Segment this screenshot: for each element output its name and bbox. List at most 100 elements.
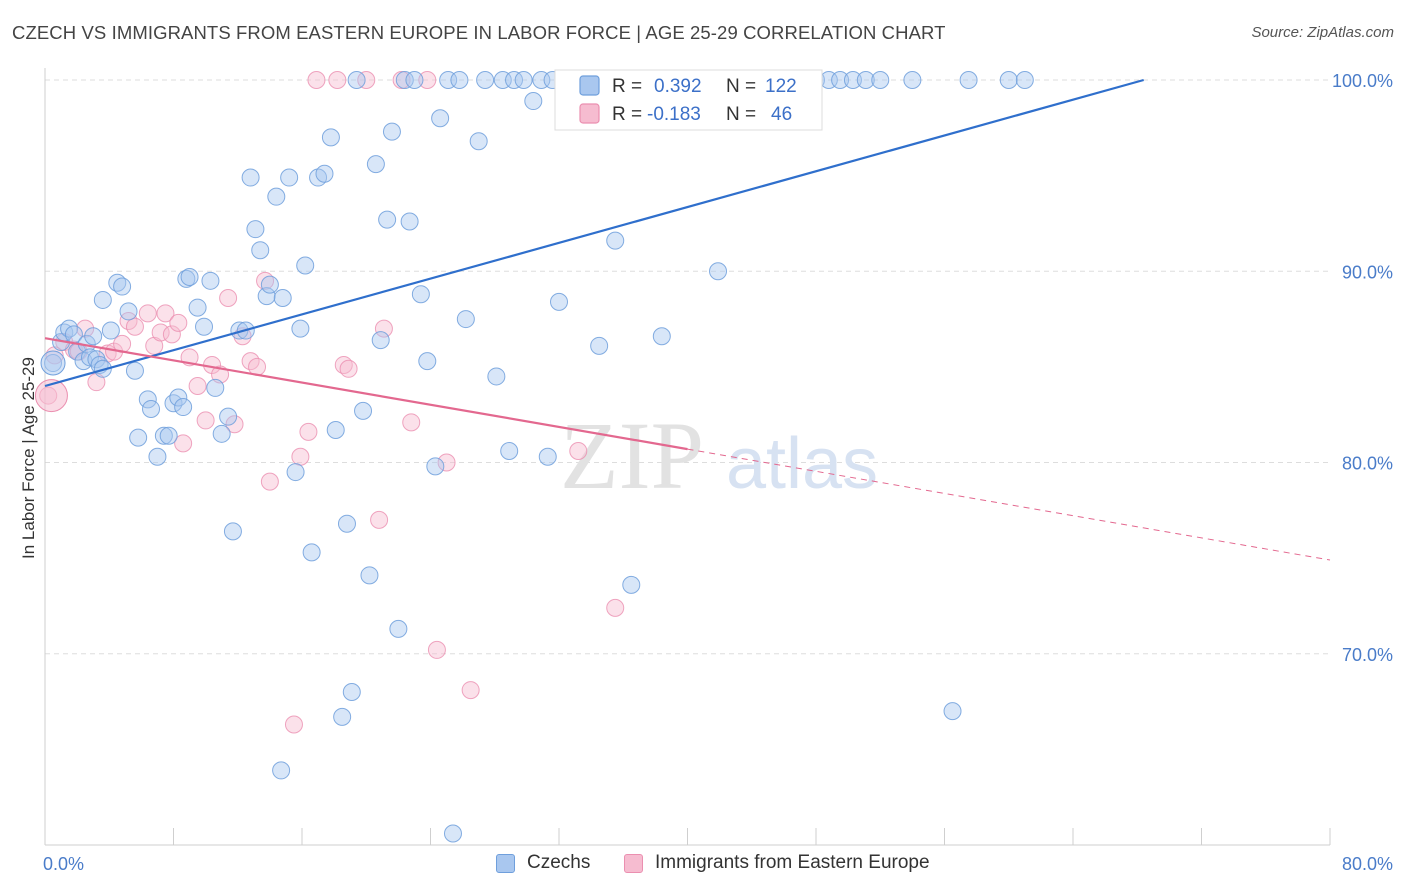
czech-point-cluster	[40, 350, 66, 376]
immigrants-point	[569, 442, 588, 461]
immigrants-trend-line	[44, 337, 688, 451]
czech-point	[382, 122, 401, 141]
czech-point	[354, 401, 373, 420]
y-tick-label: 90.0%	[1342, 262, 1393, 282]
czech-point	[212, 424, 231, 443]
stats-czech-r-value: 0.392	[654, 76, 702, 97]
immigrants-point	[174, 434, 193, 453]
czech-point	[125, 361, 144, 380]
czech-point	[267, 187, 286, 206]
immigrants-point	[169, 313, 188, 332]
czech-point	[164, 394, 183, 413]
czech-point	[177, 269, 196, 288]
czech-point	[286, 463, 305, 482]
czech-point	[959, 71, 978, 89]
stats-imm-n-value: 46	[771, 104, 792, 125]
stats-imm-swatch	[579, 103, 600, 124]
immigrants-point	[461, 681, 480, 700]
immigrants-point	[138, 304, 157, 323]
legend-item-czechs: Czechs	[496, 852, 590, 874]
czech-point	[411, 285, 430, 304]
immigrants-point	[339, 359, 358, 378]
czech-point	[138, 390, 157, 409]
immigrants-point	[402, 413, 421, 432]
watermark-zip: ZIP	[560, 402, 704, 509]
immigrants-point	[260, 472, 279, 491]
tick-labels: 70.0% 80.0% 90.0% 100.0% 0.0% 80.0%	[43, 71, 1393, 874]
czech-point	[622, 575, 641, 594]
stats-czech-n-value: 122	[765, 76, 797, 97]
immigrants-point	[219, 289, 238, 308]
czech-point	[476, 71, 495, 89]
stats-imm-n-label: N =	[726, 104, 756, 125]
czech-point	[93, 290, 112, 309]
czech-point	[395, 71, 414, 89]
czech-point	[342, 683, 361, 701]
immigrants-point	[374, 319, 393, 338]
trend-lines	[44, 78, 1331, 561]
czech-point	[251, 241, 270, 260]
czech-point	[84, 327, 103, 346]
immigrants-point	[370, 510, 389, 529]
czech-point	[903, 71, 922, 89]
czech-point	[280, 168, 299, 187]
czech-point	[241, 168, 260, 187]
czech-point	[273, 289, 292, 308]
immigrants-point	[357, 71, 376, 89]
immigrants-point	[162, 325, 181, 344]
legend-label-czechs: Czechs	[527, 852, 591, 873]
immigrants-point	[151, 323, 170, 342]
immigrants-point	[307, 71, 326, 89]
czech-point	[1015, 71, 1034, 89]
immigrants-point	[284, 715, 303, 734]
czech-point	[326, 420, 345, 439]
czech-point	[443, 824, 462, 843]
immigrants-point	[437, 453, 456, 472]
czech-point	[223, 522, 242, 541]
czech-point	[206, 378, 225, 397]
czech-point	[505, 71, 524, 89]
czech-point	[371, 331, 390, 350]
stats-czech-swatch	[579, 75, 600, 96]
czech-point	[113, 277, 132, 296]
czech-point	[337, 514, 356, 533]
czech-point	[148, 447, 167, 466]
czech-point	[315, 164, 334, 183]
czech-point	[652, 327, 671, 346]
czech-point	[426, 457, 445, 476]
czech-point	[347, 71, 366, 89]
immigrants-point	[606, 598, 625, 617]
czech-point	[302, 543, 321, 562]
czech-point	[856, 71, 875, 89]
immigrants-trend-line-extrapolated	[687, 448, 1331, 561]
czech-point	[260, 275, 279, 294]
czech-point	[87, 350, 106, 369]
immigrants-point	[156, 304, 175, 323]
y-axis-label: In Labor Force | Age 25-29	[19, 357, 38, 559]
immigrants-point	[299, 422, 318, 441]
stats-czech-r-label: R =	[612, 76, 642, 97]
czech-point	[366, 155, 385, 174]
watermark-atlas: atlas	[726, 424, 878, 504]
immigrants-point	[418, 71, 437, 89]
czech-point	[291, 319, 310, 338]
czech-point	[219, 407, 238, 426]
grid-lines	[45, 79, 1330, 655]
czech-point	[450, 71, 469, 89]
legend-swatch-czechs	[496, 853, 515, 873]
czech-point	[142, 399, 161, 418]
czech-points	[40, 71, 1034, 843]
czech-point	[514, 71, 533, 89]
stats-box: R = 0.392 N = 122 R = -0.183 N = 46	[554, 69, 823, 131]
czech-point	[101, 321, 120, 340]
czech-point	[999, 71, 1018, 89]
stats-imm-r-value: -0.183	[647, 104, 701, 125]
czech-point	[709, 262, 728, 281]
y-tick-label: 100.0%	[1332, 71, 1393, 91]
chart-title: CZECH VS IMMIGRANTS FROM EASTERN EUROPE …	[12, 22, 946, 43]
czech-point	[188, 298, 207, 317]
immigrants-point	[328, 71, 347, 89]
immigrants-point	[291, 447, 310, 466]
czech-point	[119, 302, 138, 321]
czech-point	[431, 109, 450, 128]
